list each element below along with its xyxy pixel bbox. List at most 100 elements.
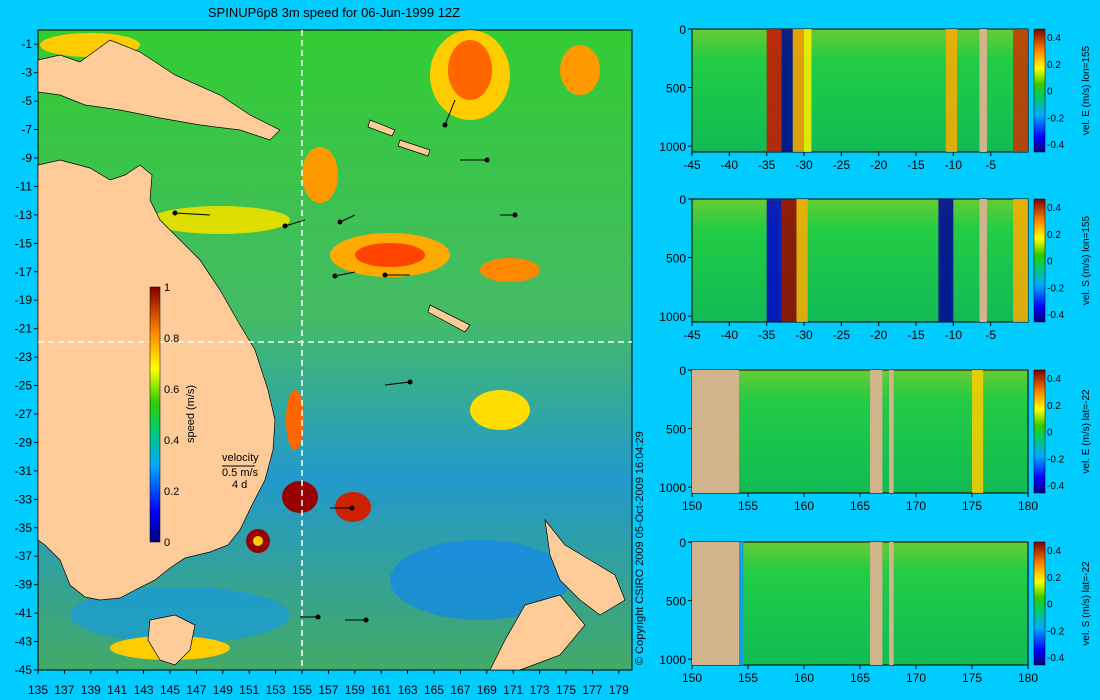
section-x-tick-label: -20 [870,158,888,172]
land-tasmania [147,614,196,666]
section-colorbar [1033,28,1046,153]
map-x-tick-label: 149 [213,683,233,697]
section-colorbar [1033,541,1046,666]
section-x-tick-label: -15 [907,158,925,172]
map-x-tick-label: 157 [318,683,338,697]
section-colorbar-tick-label: 0 [1047,257,1053,268]
map-y-tick-label: -21 [15,322,33,336]
section-x-tick-label: -30 [795,158,813,172]
section-velocity-band [796,199,808,322]
velocity-arrow-head [315,614,321,620]
section-colorbar-tick-label: 0 [1047,600,1053,611]
velocity-arrow-head [382,272,388,278]
map-x-tick-label: 177 [582,683,602,697]
section-velocity-band [781,29,793,152]
map-y-tick-label: -9 [21,151,32,165]
section-colorbar [1033,369,1046,494]
section-x-tick-label: 180 [1018,671,1038,685]
velocity-arrow-head [337,219,343,225]
section-x-tick-label: -25 [833,158,851,172]
section-colorbar-tick-label: -0.4 [1047,481,1065,492]
speed-map: SPINUP6p8 3m speed for 06-Jun-1999 12Z [15,5,633,697]
section-y-tick-label: 0 [679,364,686,378]
section-y-tick-label: 500 [666,252,686,266]
section-land [889,542,894,665]
section-x-tick-label: 175 [962,671,982,685]
section-colorbar-tick-label: -0.2 [1047,626,1065,637]
velocity-arrow-head [332,273,338,279]
section-x-tick-label: -25 [833,328,851,342]
section-x-tick-label: 165 [850,671,870,685]
map-y-tick-label: -33 [15,492,33,506]
speed-jet [150,206,290,234]
map-y-tick-label: -13 [15,208,33,222]
section-y-tick-label: 500 [666,82,686,96]
map-x-tick-label: 139 [81,683,101,697]
speed-colorbar-tick-label: 0.6 [164,384,179,396]
map-y-tick-label: -15 [15,236,33,250]
section-colorbar-tick-label: 0 [1047,428,1053,439]
section-x-tick-label: 165 [850,499,870,513]
velocity-vectors [172,99,518,623]
map-x-tick-label: 137 [54,683,74,697]
section-x-tick-label: -5 [985,328,996,342]
speed-colorbar-tick-label: 0.8 [164,333,179,345]
section-velocity-band [781,199,797,322]
map-y-tick-label: -11 [16,179,33,193]
map-y-tick-label: -43 [15,635,33,649]
map-y-tick-label: -39 [15,578,33,592]
map-speed-features [40,30,600,660]
velocity-arrow-head [442,122,448,128]
section-colorbar-tick-label: 0.2 [1047,573,1061,584]
section-land [889,370,894,493]
section-colorbar-tick-label: 0.4 [1047,203,1061,214]
section-x-tick-label: -20 [870,328,888,342]
map-y-tick-label: -3 [21,66,32,80]
map-y-tick-label: -41 [15,606,33,620]
speed-colorbar-tick-label: 1 [164,282,170,294]
speed-colorbar-ticks: 1 0.8 0.6 0.4 0.2 0 [164,282,179,549]
velocity-arrow-head [363,617,369,623]
section-colorbar-tick-label: -0.4 [1047,653,1065,664]
map-x-tick-label: 153 [266,683,286,697]
speed-colorbar-tick-label: 0.2 [164,486,179,498]
section-x-tick-label: -30 [795,328,813,342]
map-y-tick-label: -31 [15,464,33,478]
section-x-tick-label: -10 [945,328,963,342]
map-x-tick-label: 155 [292,683,312,697]
speed-eddy [253,536,263,546]
velocity-arrow-head [512,212,518,218]
section-colorbar-tick-label: 0 [1047,87,1053,98]
land-new-guinea [37,39,281,141]
section-x-tick-label: 155 [738,499,758,513]
section-velocity-band [804,29,812,152]
section-colorbar-tick-label: 0.4 [1047,33,1061,44]
velocity-arrow [444,99,456,126]
velocity-arrow [334,271,356,277]
section-x-tick-label: 150 [682,499,702,513]
section-velocity-band [945,29,958,152]
section-land [979,29,987,152]
map-x-tick-label: 165 [424,683,444,697]
map-y-tick-label: -5 [21,94,32,108]
map-y-tick-label: -19 [15,293,33,307]
copyright-text: © Copyright CSIRO 2009 05-Oct-2009 16:04… [634,431,646,665]
velocity-arrow [384,381,411,386]
velocity-key-duration: 4 d [232,479,247,491]
speed-colorbar-tick-label: 0.4 [164,435,179,447]
section-ylabel: vel. S (m/s) lat=-22 [1081,561,1092,646]
map-y-tick-label: -1 [21,37,32,51]
section-colorbar-tick-label: 0.2 [1047,230,1061,241]
velocity-key-speed: 0.5 m/s [222,467,259,479]
section-panel-2: -45 -40 -35 -30 -25 -20 -15 -10 -5 0 500 1000 0.4 0.2… [659,193,1092,342]
section-x-tick-label: -5 [985,158,996,172]
speed-eddy [286,390,304,450]
section-colorbar-tick-label: -0.4 [1047,140,1065,151]
map-y-tick-label: -35 [15,521,33,535]
section-colorbar-tick-label: -0.4 [1047,310,1065,321]
map-x-tick-label: 167 [450,683,470,697]
section-x-tick-label: 160 [794,671,814,685]
velocity-arrow [284,219,306,227]
section-velocity-band [766,199,782,322]
